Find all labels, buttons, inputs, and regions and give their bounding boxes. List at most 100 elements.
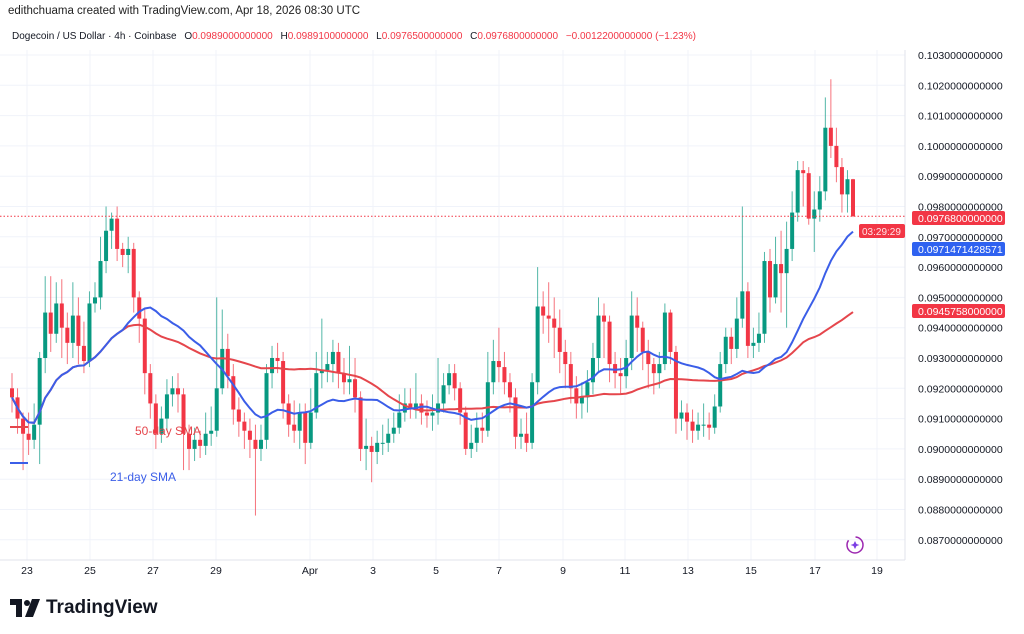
candle-body — [402, 403, 407, 413]
candle-body — [629, 315, 634, 358]
candle-body — [690, 421, 695, 431]
candle — [557, 309, 562, 374]
candle-body — [175, 388, 180, 395]
candle-body — [148, 373, 153, 404]
candle-body — [397, 412, 402, 428]
candle — [602, 303, 607, 358]
candle-body — [530, 382, 535, 443]
candle — [159, 406, 164, 443]
candle — [192, 427, 197, 462]
candle-body — [696, 424, 701, 431]
candle — [530, 373, 535, 449]
candle-body — [812, 209, 817, 219]
candle-body — [347, 379, 352, 383]
candle-body — [203, 433, 208, 446]
candle — [347, 345, 352, 395]
candle — [436, 358, 441, 425]
candle — [242, 412, 247, 449]
candle — [579, 382, 584, 419]
candle-body — [286, 403, 291, 425]
candle — [673, 345, 678, 434]
candle — [98, 236, 103, 310]
candle-body — [585, 382, 590, 398]
candle — [607, 315, 612, 383]
candle — [54, 282, 59, 343]
replay-sparkle-icon[interactable] — [846, 536, 864, 554]
time-tick-label: 11 — [620, 565, 631, 577]
candle-body — [845, 179, 850, 195]
candle-body — [164, 394, 169, 419]
candle-body — [214, 388, 219, 431]
candle-body — [264, 373, 269, 440]
tradingview-logo[interactable]: TradingView — [10, 597, 158, 619]
candle-body — [391, 427, 396, 434]
candle-body — [10, 388, 14, 398]
price-axis[interactable]: 0.1030000000000 0.1020000000000 0.10100000… — [918, 50, 1003, 547]
candle — [469, 424, 474, 458]
candle — [701, 403, 706, 437]
candle-body — [170, 388, 175, 395]
candle — [131, 242, 136, 313]
candle — [679, 400, 684, 431]
symbol-name[interactable]: Dogecoin / US Dollar · 4h · Coinbase — [12, 31, 177, 42]
candle — [729, 327, 734, 365]
candle-body — [541, 306, 546, 316]
time-tick-label: Apr — [302, 565, 319, 577]
candle — [568, 351, 573, 404]
candle — [92, 282, 97, 313]
time-tick-label: 19 — [871, 565, 883, 577]
candle — [718, 351, 723, 413]
candle — [353, 358, 358, 413]
candle-body — [635, 315, 640, 328]
candle — [734, 297, 739, 358]
candle-body — [341, 373, 346, 383]
candle-body — [458, 388, 463, 413]
sma50-price-label: 0.0945758000000 — [912, 304, 1005, 318]
candle-body — [552, 318, 557, 328]
bar-countdown-label: 03:29:29 — [859, 224, 905, 238]
candle — [104, 206, 109, 274]
time-axis[interactable]: 23 25 27 29 Apr 3 5 7 9 11 13 15 17 19 — [21, 565, 883, 577]
candle-body — [480, 427, 485, 431]
candle — [452, 364, 457, 401]
time-tick-label: 27 — [147, 565, 159, 577]
candle-body — [491, 361, 496, 383]
candle — [507, 373, 512, 413]
sma50-annotation: 50-day SMA — [135, 424, 202, 438]
candle — [10, 373, 14, 413]
candle — [596, 297, 601, 374]
candle — [685, 403, 690, 440]
candle — [762, 251, 767, 343]
time-tick-label: 25 — [84, 565, 96, 577]
candle-body — [801, 170, 806, 174]
candle — [325, 351, 330, 383]
price-tick-label: 0.0870000000000 — [918, 535, 1003, 547]
candle-body — [646, 351, 651, 365]
candle — [768, 248, 773, 313]
candle-body — [773, 264, 778, 298]
candle-body — [607, 321, 612, 365]
sma50-value: 0.0945758000000 — [918, 306, 1003, 318]
candle-body — [817, 191, 822, 210]
candle-body — [281, 361, 286, 404]
candle-body — [336, 351, 341, 374]
candle-body — [159, 418, 164, 434]
candle-body — [447, 373, 452, 386]
candle — [258, 424, 263, 462]
candle-body — [519, 433, 524, 437]
candle-body — [795, 170, 800, 213]
candle — [851, 178, 855, 218]
candle — [430, 394, 435, 431]
candle — [142, 309, 147, 395]
candle — [203, 412, 208, 455]
candle-body — [70, 315, 75, 343]
candle — [590, 342, 595, 395]
candle — [231, 364, 236, 425]
candle — [319, 318, 324, 389]
candle — [264, 364, 269, 449]
candle-body — [734, 318, 739, 349]
time-tick-label: 15 — [745, 565, 757, 577]
candle-body — [26, 433, 31, 440]
candle — [756, 312, 761, 352]
